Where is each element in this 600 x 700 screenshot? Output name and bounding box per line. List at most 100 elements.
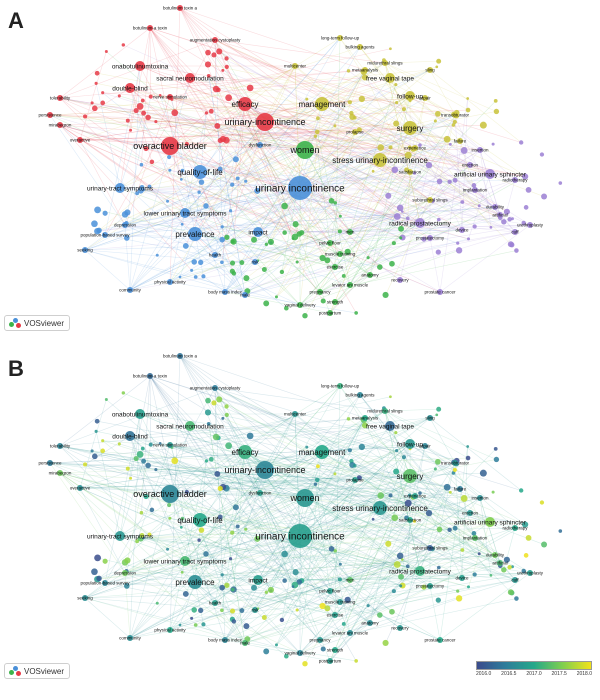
term-node[interactable] — [222, 289, 228, 295]
term-node[interactable] — [337, 35, 343, 41]
term-node[interactable] — [405, 91, 415, 101]
term-node[interactable] — [347, 577, 353, 583]
term-node[interactable] — [257, 490, 263, 496]
term-node[interactable] — [385, 73, 395, 83]
term-node[interactable] — [512, 229, 518, 235]
term-node[interactable] — [452, 112, 458, 118]
term-node[interactable] — [332, 264, 338, 270]
term-node[interactable] — [347, 229, 353, 235]
term-node[interactable] — [297, 650, 303, 656]
term-node[interactable] — [497, 212, 503, 218]
term-node[interactable] — [512, 177, 518, 183]
term-node[interactable] — [407, 517, 413, 523]
term-node[interactable] — [362, 415, 368, 421]
term-node[interactable] — [122, 222, 128, 228]
term-node[interactable] — [477, 147, 483, 153]
term-node[interactable] — [242, 640, 248, 646]
term-node[interactable] — [253, 575, 263, 585]
term-node[interactable] — [452, 460, 458, 466]
term-node[interactable] — [403, 121, 417, 135]
term-node[interactable] — [385, 421, 395, 431]
term-node[interactable] — [337, 251, 343, 257]
term-node[interactable] — [82, 247, 88, 253]
term-node[interactable] — [292, 411, 298, 417]
term-node[interactable] — [167, 627, 173, 633]
term-node[interactable] — [188, 575, 202, 589]
term-node[interactable] — [427, 67, 433, 73]
term-node[interactable] — [177, 5, 183, 11]
term-node[interactable] — [457, 486, 463, 492]
term-node[interactable] — [512, 525, 518, 531]
term-node[interactable] — [256, 113, 274, 131]
term-node[interactable] — [337, 599, 343, 605]
term-node[interactable] — [77, 137, 83, 143]
term-node[interactable] — [57, 95, 63, 101]
term-node[interactable] — [477, 495, 483, 501]
term-node[interactable] — [382, 60, 388, 66]
term-node[interactable] — [427, 583, 433, 589]
term-node[interactable] — [415, 566, 425, 576]
term-node[interactable] — [82, 595, 88, 601]
term-node[interactable] — [422, 95, 428, 101]
term-node[interactable] — [296, 489, 314, 507]
term-node[interactable] — [437, 289, 443, 295]
term-node[interactable] — [357, 392, 363, 398]
term-node[interactable] — [212, 252, 218, 258]
term-node[interactable] — [185, 421, 195, 431]
term-node[interactable] — [222, 637, 228, 643]
term-node[interactable] — [412, 145, 418, 151]
term-node[interactable] — [485, 169, 495, 179]
term-node[interactable] — [57, 122, 63, 128]
term-node[interactable] — [373, 501, 387, 515]
term-node[interactable] — [337, 383, 343, 389]
term-node[interactable] — [127, 635, 133, 641]
term-node[interactable] — [167, 442, 173, 448]
term-node[interactable] — [147, 373, 153, 379]
term-node[interactable] — [161, 137, 179, 155]
term-node[interactable] — [457, 138, 463, 144]
term-node[interactable] — [397, 277, 403, 283]
term-node[interactable] — [437, 637, 443, 643]
term-node[interactable] — [397, 625, 403, 631]
term-node[interactable] — [467, 162, 473, 168]
term-node[interactable] — [147, 25, 153, 31]
term-node[interactable] — [427, 197, 433, 203]
term-node[interactable] — [47, 112, 53, 118]
term-node[interactable] — [317, 637, 323, 643]
term-node[interactable] — [252, 607, 258, 613]
term-node[interactable] — [188, 227, 202, 241]
term-node[interactable] — [167, 94, 173, 100]
term-node[interactable] — [332, 299, 338, 305]
term-node[interactable] — [102, 232, 108, 238]
term-node[interactable] — [288, 176, 312, 200]
term-node[interactable] — [193, 165, 207, 179]
term-node[interactable] — [256, 461, 274, 479]
term-node[interactable] — [193, 513, 207, 527]
term-node[interactable] — [407, 169, 413, 175]
term-node[interactable] — [427, 415, 433, 421]
term-node[interactable] — [382, 408, 388, 414]
term-node[interactable] — [212, 385, 218, 391]
term-node[interactable] — [296, 141, 314, 159]
term-node[interactable] — [327, 310, 333, 316]
term-node[interactable] — [327, 588, 333, 594]
term-node[interactable] — [332, 612, 338, 618]
term-node[interactable] — [403, 469, 417, 483]
term-node[interactable] — [161, 485, 179, 503]
term-node[interactable] — [135, 61, 145, 71]
term-node[interactable] — [427, 235, 433, 241]
term-node[interactable] — [415, 218, 425, 228]
term-node[interactable] — [357, 44, 363, 50]
term-node[interactable] — [292, 63, 298, 69]
term-node[interactable] — [527, 222, 533, 228]
term-node[interactable] — [47, 460, 53, 466]
term-node[interactable] — [212, 37, 218, 43]
term-node[interactable] — [327, 658, 333, 664]
term-node[interactable] — [332, 647, 338, 653]
term-node[interactable] — [77, 485, 83, 491]
term-node[interactable] — [315, 97, 329, 111]
term-node[interactable] — [405, 439, 415, 449]
term-node[interactable] — [122, 570, 128, 576]
term-node[interactable] — [412, 493, 418, 499]
term-node[interactable] — [459, 227, 465, 233]
